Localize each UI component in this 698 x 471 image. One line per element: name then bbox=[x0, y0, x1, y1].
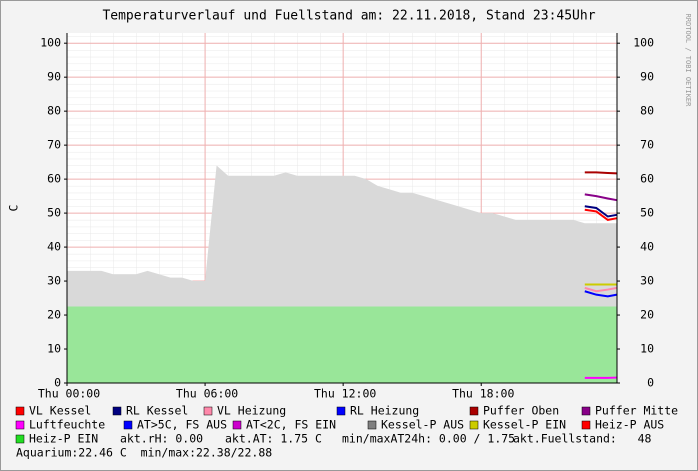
line bbox=[584, 171, 618, 175]
line bbox=[584, 208, 618, 221]
y2-tick-label: 0 bbox=[647, 376, 654, 390]
legend-label: Luftfeuchte bbox=[29, 418, 105, 432]
legend-label: AT>5C, FS AUS bbox=[137, 418, 227, 432]
legend-swatch bbox=[232, 420, 242, 430]
watermark: RRDTOOL / TOBI OETIKER bbox=[684, 14, 692, 108]
marks bbox=[67, 165, 618, 383]
legend-label: Heiz-P EIN bbox=[29, 432, 98, 446]
y2-tick-label: 60 bbox=[640, 172, 654, 186]
x-tick-label: Thu 00:00 bbox=[38, 387, 100, 401]
legend-label: RL Kessel bbox=[126, 404, 188, 418]
y-tick-label: 40 bbox=[47, 240, 61, 254]
legend-swatch bbox=[367, 420, 377, 430]
y2-tick-label: 40 bbox=[640, 240, 654, 254]
legend-swatch bbox=[203, 406, 213, 416]
legend-swatch bbox=[15, 420, 25, 430]
y-tick-label: 70 bbox=[47, 138, 61, 152]
legend-label: VL Kessel bbox=[29, 404, 91, 418]
y2-tick-label: 20 bbox=[640, 308, 654, 322]
x-tick-label: Thu 12:00 bbox=[314, 387, 376, 401]
y2-tick-label: 80 bbox=[640, 104, 654, 118]
legend-swatch bbox=[469, 420, 479, 430]
y2-tick-label: 70 bbox=[640, 138, 654, 152]
area bbox=[67, 306, 617, 383]
y-tick-label: 60 bbox=[47, 172, 61, 186]
legend-swatch bbox=[123, 420, 133, 430]
legend-note: akt.Fuellstand: 48 bbox=[513, 432, 652, 446]
legend-note: akt.AT: 1.75 C bbox=[225, 432, 322, 446]
y2-tick-label: 30 bbox=[640, 274, 654, 288]
legend-swatch bbox=[469, 406, 479, 416]
legend-label: Puffer Oben bbox=[483, 404, 559, 418]
line bbox=[584, 193, 618, 202]
footer: Aquarium:22.46 C min/max:22.38/22.88 bbox=[16, 446, 272, 460]
y-tick-label: 90 bbox=[47, 70, 61, 84]
y2-tick-label: 50 bbox=[640, 206, 654, 220]
x-tick-label: Thu 06:00 bbox=[176, 387, 238, 401]
y-tick-label: 100 bbox=[40, 36, 61, 50]
legend-label: Kessel-P EIN bbox=[483, 418, 566, 432]
y-tick-label: 10 bbox=[47, 342, 61, 356]
y-tick-label: 20 bbox=[47, 308, 61, 322]
line bbox=[584, 286, 618, 293]
legend-swatch bbox=[15, 406, 25, 416]
legend-label: VL Heizung bbox=[217, 404, 286, 418]
y-tick-label: 30 bbox=[47, 274, 61, 288]
y-axis-label: C bbox=[7, 204, 21, 211]
y-tick-label: 80 bbox=[47, 104, 61, 118]
axes: 0 10 20 30 40 50 60 70 80 90 100 0 10 20 30 40 50 60 70 80 9… bbox=[38, 33, 654, 401]
y2-tick-label: 100 bbox=[633, 36, 654, 50]
legend-label: Puffer Mitte bbox=[595, 404, 678, 418]
legend-note: akt.rH: 0.00 bbox=[120, 432, 203, 446]
y-tick-label: 50 bbox=[47, 206, 61, 220]
legend-label: RL Heizung bbox=[350, 404, 419, 418]
line bbox=[584, 290, 618, 298]
legend-swatch bbox=[15, 434, 25, 444]
legend-swatch bbox=[336, 406, 346, 416]
legend-swatch bbox=[581, 420, 591, 430]
chart-title: Temperaturverlauf und Fuellstand am: 22.… bbox=[102, 9, 595, 24]
y2-tick-label: 90 bbox=[640, 70, 654, 84]
legend-swatch bbox=[581, 406, 591, 416]
x-tick-label: Thu 18:00 bbox=[452, 387, 514, 401]
legend-label: AT<2C, FS EIN bbox=[246, 418, 336, 432]
y2-tick-label: 10 bbox=[640, 342, 654, 356]
legend-note: min/maxAT24h: 0.00 / 1.75 bbox=[342, 432, 515, 446]
line bbox=[584, 205, 618, 218]
legend-label: Heiz-P AUS bbox=[595, 418, 664, 432]
y-tick-label: 0 bbox=[54, 376, 61, 390]
legend-label: Kessel-P AUS bbox=[381, 418, 464, 432]
legend-swatch bbox=[112, 406, 122, 416]
